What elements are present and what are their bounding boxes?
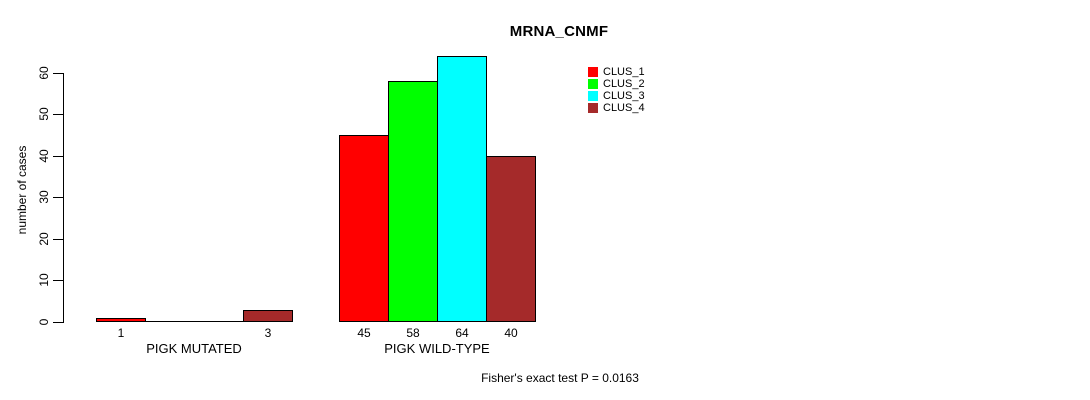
y-axis-tick bbox=[53, 114, 63, 115]
legend: CLUS_1 CLUS_2 CLUS_3 CLUS_4 bbox=[588, 66, 645, 114]
bar-clus_3-group1 bbox=[194, 321, 244, 322]
group-label: PIGK MUTATED bbox=[146, 341, 242, 356]
legend-item: CLUS_4 bbox=[588, 102, 645, 114]
bar-value-label: 64 bbox=[455, 326, 469, 340]
bar-value-label: 45 bbox=[357, 326, 371, 340]
fisher-test-annotation: Fisher's exact test P = 0.0163 bbox=[481, 371, 639, 385]
bar-value-label: 40 bbox=[504, 326, 518, 340]
bar-value-label: 3 bbox=[264, 326, 272, 340]
y-axis-tick-label: 20 bbox=[37, 232, 51, 246]
y-axis-tick-label: 60 bbox=[37, 66, 51, 80]
legend-item: CLUS_2 bbox=[588, 78, 645, 90]
legend-swatch-clus_1 bbox=[588, 67, 598, 77]
y-axis-tick bbox=[53, 322, 63, 323]
y-axis-tick-label: 40 bbox=[37, 149, 51, 163]
legend-swatch-clus_4 bbox=[588, 103, 598, 113]
y-axis-tick-label: 10 bbox=[37, 273, 51, 287]
y-axis-tick bbox=[53, 197, 63, 198]
legend-swatch-clus_2 bbox=[588, 79, 598, 89]
bar-clus_2-group2 bbox=[388, 81, 438, 322]
legend-label: CLUS_2 bbox=[603, 78, 645, 90]
legend-swatch-clus_3 bbox=[588, 91, 598, 101]
bar-value-label: 1 bbox=[117, 326, 125, 340]
y-axis-tick-label: 0 bbox=[37, 318, 51, 326]
y-axis-tick bbox=[53, 73, 63, 74]
group-label: PIGK WILD-TYPE bbox=[384, 341, 490, 356]
legend-label: CLUS_3 bbox=[603, 90, 645, 102]
legend-item: CLUS_3 bbox=[588, 90, 645, 102]
bar-clus_4-group2 bbox=[486, 156, 536, 322]
bar-clus_1-group1 bbox=[96, 318, 146, 322]
y-axis-tick bbox=[53, 156, 63, 157]
bar-clus_3-group2 bbox=[437, 56, 487, 322]
legend-label: CLUS_4 bbox=[603, 102, 645, 114]
y-axis-tick-label: 30 bbox=[37, 190, 51, 204]
bar-value-label: 58 bbox=[406, 326, 420, 340]
bar-clus_1-group2 bbox=[339, 135, 389, 322]
bar-clus_2-group1 bbox=[145, 321, 195, 322]
y-axis-tick bbox=[53, 239, 63, 240]
legend-item: CLUS_1 bbox=[588, 66, 645, 78]
y-axis-tick-label: 50 bbox=[37, 107, 51, 121]
chart-title: MRNA_CNMF bbox=[509, 23, 609, 40]
bar-clus_4-group1 bbox=[243, 310, 293, 322]
y-axis-line bbox=[63, 73, 64, 323]
legend-label: CLUS_1 bbox=[603, 66, 645, 78]
y-axis-tick bbox=[53, 280, 63, 281]
